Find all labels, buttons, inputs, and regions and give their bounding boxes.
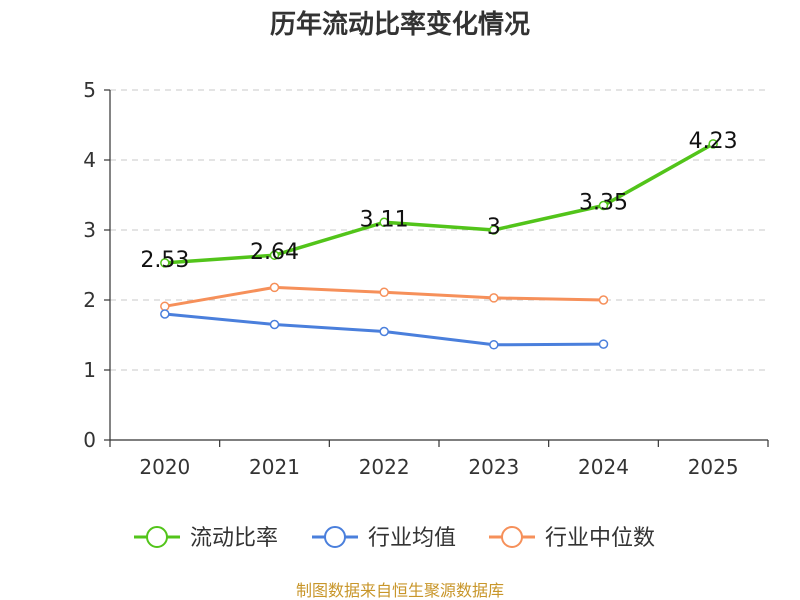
y-tick-label: 2 <box>83 288 96 312</box>
legend-swatch-marker <box>146 526 168 548</box>
data-label: 4.23 <box>689 129 738 154</box>
y-tick-label: 1 <box>83 358 96 382</box>
source-note: 制图数据来自恒生聚源数据库 <box>296 581 504 600</box>
axes: 0 1 2 3 4 5 2020 2021 2022 2023 2024 2025 <box>83 78 769 479</box>
y-tick-label: 4 <box>83 148 96 172</box>
data-point <box>379 326 389 337</box>
data-label: 3.11 <box>360 207 409 232</box>
x-tick-label: 2024 <box>578 455 629 479</box>
y-tick-label: 5 <box>83 78 96 102</box>
data-point <box>269 282 280 293</box>
data-point <box>269 250 280 260</box>
x-tick-label: 2021 <box>249 455 300 479</box>
data-point <box>598 200 609 211</box>
x-tick-label: 2020 <box>139 455 190 479</box>
data-point <box>489 293 499 303</box>
x-tick-label: 2022 <box>359 455 410 479</box>
data-point <box>598 295 609 305</box>
data-point <box>489 225 499 235</box>
data-label: 3.35 <box>579 191 628 216</box>
data-point <box>160 301 170 312</box>
data-point <box>598 339 609 349</box>
data-point <box>379 287 389 298</box>
data-label: 3 <box>487 215 501 240</box>
data-point <box>160 258 170 268</box>
data-label: 2.53 <box>140 248 189 273</box>
data-point <box>489 340 499 350</box>
data-point <box>269 319 280 330</box>
data-label: 2.64 <box>250 240 299 265</box>
y-tick-label: 3 <box>83 218 96 242</box>
data-labels: 2.53 2.64 3.11 3 3.35 4.23 <box>140 129 737 273</box>
data-point <box>379 217 389 228</box>
x-tick-label: 2025 <box>688 455 739 479</box>
data-point <box>160 309 170 319</box>
y-tick-label: 0 <box>83 428 96 452</box>
x-tick-label: 2023 <box>468 455 519 479</box>
series-line <box>164 142 715 265</box>
legend-label: 行业中位数 <box>545 526 655 551</box>
grid <box>110 89 768 371</box>
legend-swatch-marker <box>501 526 523 548</box>
legend-label: 行业均值 <box>368 526 456 551</box>
series <box>160 139 718 350</box>
legend: 流动比率 行业均值 行业中位数 <box>134 526 655 551</box>
legend-label: 流动比率 <box>190 526 278 551</box>
data-point <box>708 139 718 149</box>
chart-title: 历年流动比率变化情况 <box>270 9 530 40</box>
legend-swatch-marker <box>324 526 346 548</box>
